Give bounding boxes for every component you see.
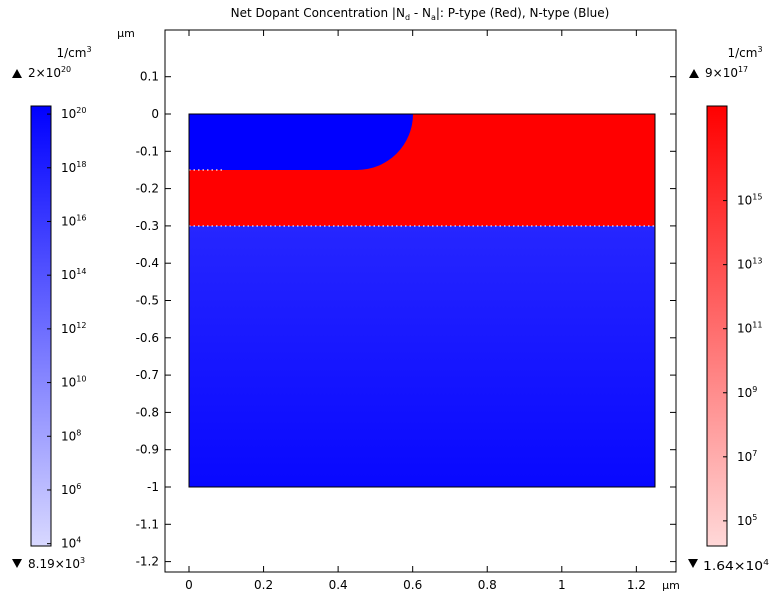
colorbar-tick-label: 1010 bbox=[61, 375, 86, 390]
p-colorbar-ticks: 1015 1013 1011 109 107 105 bbox=[723, 193, 762, 528]
min-triangle-icon bbox=[12, 559, 22, 568]
colorbar-tick-label: 1016 bbox=[61, 213, 86, 228]
p-colorbar-unit: 1/cm3 bbox=[727, 45, 762, 60]
y-tick-label: -0.5 bbox=[136, 294, 159, 308]
p-colorbar-gradient bbox=[706, 105, 728, 547]
x-tick-label: 1 bbox=[558, 578, 566, 592]
colorbar-tick-label: 1015 bbox=[737, 193, 762, 208]
colorbar-tick-label: 1012 bbox=[61, 321, 86, 336]
y-tick-label: -0.1 bbox=[136, 144, 159, 158]
x-tick-label: 0.2 bbox=[254, 578, 273, 592]
y-axis-unit: µm bbox=[117, 27, 135, 40]
n-colorbar-gradient bbox=[30, 105, 52, 547]
x-axis-ticks: 0 0.2 0.4 0.6 0.8 1 1.2 bbox=[185, 30, 646, 592]
n-bulk-region bbox=[189, 226, 655, 487]
x-tick-label: 0.6 bbox=[403, 578, 422, 592]
colorbar-tick-label: 106 bbox=[61, 482, 81, 497]
colorbar-tick-label: 1014 bbox=[61, 267, 86, 282]
y-tick-label: -1 bbox=[147, 480, 159, 494]
domain-border bbox=[188, 113, 656, 488]
chart-title: Net Dopant Concentration |Nd - Na|: P-ty… bbox=[231, 6, 610, 22]
colorbar-tick-label: 109 bbox=[737, 385, 757, 400]
y-tick-label: -0.9 bbox=[136, 443, 159, 457]
n-colorbar-min: 8.19×103 bbox=[28, 556, 85, 571]
device-domain bbox=[188, 113, 656, 488]
colorbar-tick-label: 105 bbox=[737, 513, 757, 528]
y-tick-label: -1.1 bbox=[136, 517, 159, 531]
colorbar-tick-label: 1013 bbox=[737, 257, 762, 272]
x-tick-label: 1.2 bbox=[627, 578, 646, 592]
y-tick-label: -0.7 bbox=[136, 368, 159, 382]
y-tick-label: -0.4 bbox=[136, 256, 159, 270]
n-colorbar-max: 2×1020 bbox=[28, 65, 71, 80]
y-axis-ticks: 0.1 0 -0.1 -0.2 -0.3 -0.4 -0.5 -0.6 -0.7 -0.8 -0.9… bbox=[136, 70, 676, 569]
n-colorbar-unit: 1/cm3 bbox=[56, 45, 91, 60]
y-tick-label: -1.2 bbox=[136, 555, 159, 569]
colorbar-tick-label: 1020 bbox=[61, 106, 86, 121]
y-tick-label: -0.8 bbox=[136, 405, 159, 419]
y-tick-label: -0.3 bbox=[136, 219, 159, 233]
y-tick-label: -0.2 bbox=[136, 182, 159, 196]
max-triangle-icon bbox=[12, 69, 22, 78]
x-tick-label: 0.8 bbox=[478, 578, 497, 592]
y-tick-label: -0.6 bbox=[136, 331, 159, 345]
y-tick-label: 0 bbox=[151, 107, 159, 121]
n-type-well-region bbox=[189, 114, 413, 170]
colorbar-tick-label: 104 bbox=[61, 536, 81, 551]
colorbar-tick-label: 1011 bbox=[737, 321, 762, 336]
p-colorbar-max: 9×1017 bbox=[705, 65, 748, 80]
colorbar-tick-label: 108 bbox=[61, 428, 81, 443]
max-triangle-icon bbox=[689, 69, 699, 78]
p-colorbar-min: 1.64×10 4 bbox=[703, 558, 769, 573]
colorbar-tick-label: 1018 bbox=[61, 160, 86, 175]
y-tick-label: 0.1 bbox=[140, 70, 159, 84]
x-axis-unit: µm bbox=[662, 579, 680, 592]
min-triangle-icon bbox=[688, 559, 698, 568]
n-colorbar-ticks: 1020 1018 1016 1014 1012 1010 108 106 104 bbox=[47, 106, 86, 551]
p-type-colorbar: 1/cm3 9×1017 1015 1013 1011 109 107 105 1.64×… bbox=[688, 45, 769, 573]
colorbar-tick-label: 107 bbox=[737, 449, 757, 464]
x-tick-label: 0 bbox=[185, 578, 193, 592]
x-tick-label: 0.4 bbox=[329, 578, 348, 592]
n-type-colorbar: 1/cm3 2×1020 1020 1018 1016 1014 1012 1010 108… bbox=[12, 45, 92, 571]
